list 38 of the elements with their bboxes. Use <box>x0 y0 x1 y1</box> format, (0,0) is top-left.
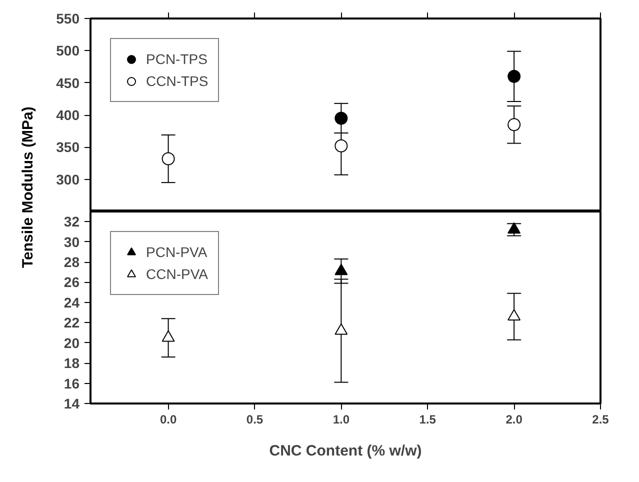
point <box>162 330 175 342</box>
point <box>334 139 348 152</box>
y-tick-label: 500 <box>56 42 80 59</box>
y-tick-label: 30 <box>64 234 80 250</box>
x-tick-label: 1.0 <box>332 412 350 426</box>
y-tick-label: 32 <box>64 214 80 230</box>
point <box>508 118 521 132</box>
x-axis-title: CNC Content (% w/w) <box>269 442 422 460</box>
y-tick-label: 20 <box>64 334 80 351</box>
point <box>162 152 175 166</box>
x-tick-label: 1.5 <box>419 412 436 426</box>
point <box>334 264 348 276</box>
point <box>334 323 348 335</box>
y-tick-label: 28 <box>64 254 80 270</box>
point <box>508 222 521 234</box>
y-tick-label: 400 <box>56 107 80 123</box>
y-tick-label: 16 <box>64 375 80 392</box>
y-tick-label: 24 <box>64 294 80 310</box>
y-tick-label: 18 <box>64 355 80 372</box>
y-tick-label: 300 <box>56 171 80 188</box>
legend-label: CCN-PVA <box>146 266 208 282</box>
point <box>334 112 348 125</box>
x-tick-label: 2.0 <box>506 412 523 426</box>
y-tick-label: 350 <box>56 139 80 156</box>
x-tick-label: 2.5 <box>592 412 610 426</box>
point <box>508 70 521 83</box>
x-tick-label: 0.0 <box>160 412 177 426</box>
legend-label: PCN-TPS <box>146 51 208 67</box>
legend-label: CCN-TPS <box>146 73 208 89</box>
y-tick-label: 22 <box>64 314 80 331</box>
legend-label: PCN-PVA <box>146 244 208 260</box>
point <box>508 309 521 321</box>
y-tick-label: 450 <box>56 74 80 91</box>
x-tick-label: 0.5 <box>246 412 264 426</box>
y-tick-label: 26 <box>64 274 80 290</box>
y-tick-label: 550 <box>56 10 80 26</box>
y-tick-label: 14 <box>64 396 80 412</box>
y-axis-title: Tensile Modulus (MPa) <box>20 106 36 268</box>
